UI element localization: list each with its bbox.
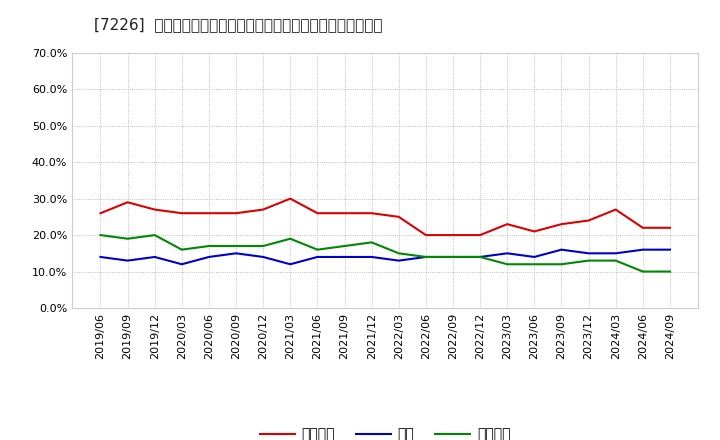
売上債権 [232,211,240,216]
買入債務 [150,232,159,238]
在庫 [584,251,593,256]
買入債務 [530,262,539,267]
売上債権 [395,214,403,220]
在庫 [313,254,322,260]
在庫 [123,258,132,263]
在庫 [530,254,539,260]
在庫 [286,262,294,267]
売上債権 [286,196,294,201]
買入債務 [503,262,511,267]
買入債務 [639,269,647,274]
買入債務 [449,254,457,260]
買入債務 [367,240,376,245]
買入債務 [611,258,620,263]
在庫 [503,251,511,256]
在庫 [421,254,430,260]
売上債権 [639,225,647,231]
在庫 [232,251,240,256]
売上債権 [530,229,539,234]
在庫 [150,254,159,260]
売上債権 [259,207,268,212]
買入債務 [232,243,240,249]
買入債務 [96,232,105,238]
在庫 [395,258,403,263]
売上債権 [123,200,132,205]
売上債権 [584,218,593,223]
買入債務 [204,243,213,249]
買入債務 [557,262,566,267]
売上債権 [503,221,511,227]
在庫 [259,254,268,260]
買入債務 [123,236,132,242]
売上債権 [367,211,376,216]
売上債権 [96,211,105,216]
在庫 [557,247,566,252]
Line: 在庫: 在庫 [101,249,670,264]
売上債権 [313,211,322,216]
売上債権 [557,221,566,227]
買入債務 [178,247,186,252]
Text: [7226]  売上債権、在庫、買入債務の総資産に対する比率の推移: [7226] 売上債権、在庫、買入債務の総資産に対する比率の推移 [94,18,382,33]
売上債権 [178,211,186,216]
買入債務 [313,247,322,252]
買入債務 [286,236,294,242]
買入債務 [259,243,268,249]
売上債権 [341,211,349,216]
買入債務 [476,254,485,260]
在庫 [476,254,485,260]
売上債権 [150,207,159,212]
売上債権 [449,232,457,238]
売上債権 [204,211,213,216]
売上債権 [665,225,674,231]
在庫 [341,254,349,260]
売上債権 [611,207,620,212]
売上債権 [476,232,485,238]
在庫 [611,251,620,256]
在庫 [96,254,105,260]
買入債務 [341,243,349,249]
買入債務 [665,269,674,274]
Line: 売上債権: 売上債権 [101,198,670,235]
在庫 [639,247,647,252]
買入債務 [421,254,430,260]
在庫 [367,254,376,260]
売上債権 [421,232,430,238]
Line: 買入債務: 買入債務 [101,235,670,271]
買入債務 [395,251,403,256]
買入債務 [584,258,593,263]
在庫 [665,247,674,252]
在庫 [204,254,213,260]
在庫 [449,254,457,260]
在庫 [178,262,186,267]
Legend: 売上債権, 在庫, 買入債務: 売上債権, 在庫, 買入債務 [254,422,516,440]
